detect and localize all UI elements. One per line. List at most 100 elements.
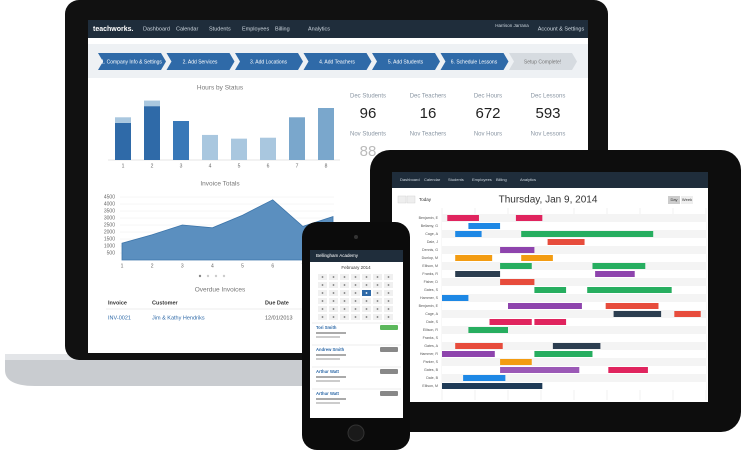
lesson-block[interactable]: [608, 367, 648, 373]
lesson-block[interactable]: [442, 383, 543, 389]
person-name: Dale, J: [427, 240, 438, 244]
person-name: Cage, A: [425, 232, 438, 236]
lesson-block[interactable]: [455, 231, 482, 237]
lesson-block[interactable]: [442, 351, 495, 357]
lesson-block[interactable]: [547, 239, 585, 245]
lesson-block[interactable]: [468, 327, 508, 333]
step-arrow[interactable]: [440, 53, 509, 70]
day-dot: [387, 292, 390, 294]
stat-value: 672: [475, 105, 500, 122]
person-name: Dale, S: [426, 320, 438, 324]
lesson-block[interactable]: [500, 367, 580, 373]
nav-item[interactable]: Billing: [496, 177, 507, 182]
account-link[interactable]: Account & Settings: [538, 26, 585, 32]
lesson-detail: [316, 398, 346, 400]
lesson-name[interactable]: Tori Smith: [316, 325, 337, 330]
nav-item[interactable]: Students: [209, 26, 231, 32]
step-arrow[interactable]: [509, 53, 577, 70]
step-arrow[interactable]: [98, 53, 166, 70]
lesson-name[interactable]: Andrew Smith: [316, 347, 345, 352]
lesson-block[interactable]: [500, 263, 532, 269]
lesson-block[interactable]: [500, 247, 535, 253]
bar: [231, 138, 247, 160]
lesson-block[interactable]: [508, 303, 582, 309]
lesson-block[interactable]: [592, 263, 646, 269]
table-title: Overdue Invoices: [195, 287, 246, 294]
lesson-block[interactable]: [489, 319, 532, 325]
lesson-block[interactable]: [613, 311, 662, 317]
nav-item[interactable]: Dashboard: [143, 26, 170, 32]
nav-item[interactable]: Employees: [242, 26, 269, 32]
pager-dot[interactable]: [222, 274, 226, 278]
view-button[interactable]: [681, 196, 693, 204]
step-arrow[interactable]: [372, 53, 440, 70]
lesson-block[interactable]: [468, 223, 501, 229]
lesson-block[interactable]: [587, 287, 672, 293]
row-band: [442, 254, 706, 262]
view-button[interactable]: [668, 196, 680, 204]
lesson-block[interactable]: [500, 279, 535, 285]
lesson-block[interactable]: [534, 319, 567, 325]
step-arrow[interactable]: [303, 53, 372, 70]
person-name: Ellison, R: [423, 328, 439, 332]
lesson-detail: [316, 380, 340, 382]
x-tick-label: 6: [271, 263, 274, 269]
nav-item[interactable]: Analytics: [308, 26, 330, 32]
day-dot: [354, 300, 357, 302]
chart-title: Invoice Totals: [200, 181, 240, 188]
next-button[interactable]: [406, 195, 416, 204]
lesson-block[interactable]: [521, 231, 654, 237]
lesson-block[interactable]: [534, 287, 567, 293]
step-arrow[interactable]: [235, 53, 303, 70]
person-name: Dennis, G: [422, 248, 438, 252]
person-name: Fisher, D: [424, 280, 439, 284]
day-dot: [321, 300, 324, 302]
nav-item[interactable]: Students: [448, 177, 464, 182]
nav-item[interactable]: Dashboard: [400, 177, 420, 182]
stat-label: Nov Lessons: [531, 132, 566, 138]
brand: teachworks.: [93, 26, 134, 33]
x-tick-label: 6: [267, 163, 270, 169]
lesson-block[interactable]: [500, 359, 532, 365]
lesson-block[interactable]: [455, 343, 503, 349]
lesson-block[interactable]: [463, 375, 506, 381]
lesson-block[interactable]: [515, 215, 543, 221]
step-arrow[interactable]: [166, 53, 235, 70]
table-cell[interactable]: INV-0021: [108, 315, 131, 321]
nav-item[interactable]: Employees: [472, 177, 492, 182]
view-label[interactable]: Week: [682, 197, 692, 202]
lesson-block[interactable]: [447, 215, 479, 221]
lesson-block[interactable]: [534, 351, 593, 357]
lesson-block[interactable]: [442, 295, 469, 301]
nav-item[interactable]: Calendar: [424, 177, 441, 182]
day-dot: [365, 316, 368, 318]
lesson-block[interactable]: [674, 311, 701, 317]
table-cell[interactable]: Jim & Kathy Hendriks: [152, 315, 205, 321]
nav-item[interactable]: Calendar: [176, 26, 198, 32]
today-button[interactable]: Today: [419, 197, 432, 202]
lesson-block[interactable]: [455, 271, 501, 277]
stat-label: Dec Teachers: [410, 94, 447, 100]
lesson-block[interactable]: [521, 255, 553, 261]
view-label[interactable]: Day: [670, 197, 677, 202]
x-tick-label: 1: [122, 163, 125, 169]
day-dot: [332, 284, 335, 286]
day-dot: [354, 292, 357, 294]
lesson-name[interactable]: Arthur Watt: [316, 369, 339, 374]
lesson-block[interactable]: [552, 343, 601, 349]
nav-item[interactable]: Analytics: [520, 177, 536, 182]
pager-dot[interactable]: [206, 274, 210, 278]
prev-button[interactable]: [397, 195, 407, 204]
lesson-block[interactable]: [605, 303, 659, 309]
pager-dot[interactable]: [214, 274, 218, 278]
pager-dot[interactable]: [198, 274, 202, 278]
step-label: 6. Schedule Lessons: [451, 59, 498, 65]
bar: [173, 121, 189, 160]
lesson-block[interactable]: [595, 271, 635, 277]
laptop-nav: [88, 20, 588, 38]
step-label: Setup Complete!: [524, 59, 561, 65]
nav-item[interactable]: Billing: [275, 26, 290, 32]
lesson-block[interactable]: [455, 255, 493, 261]
status-badge: [380, 325, 398, 330]
lesson-name[interactable]: Arthur Watt: [316, 391, 339, 396]
